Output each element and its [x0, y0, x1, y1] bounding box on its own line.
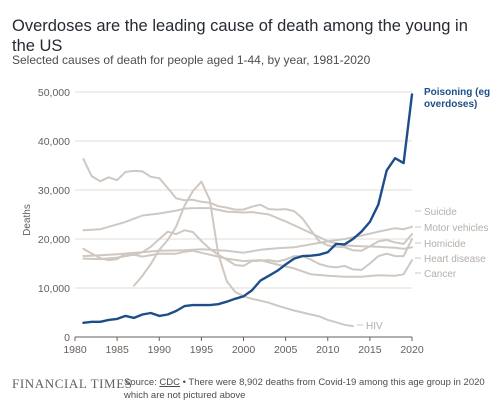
series-line-heart-disease	[82, 207, 413, 250]
series-lines	[82, 93, 414, 328]
gridlines	[75, 91, 412, 338]
source-footnote: • There were 8,902 deaths from Covid-19 …	[124, 377, 485, 401]
y-tick-label: 40,000	[38, 136, 70, 148]
x-tick-label: 2010	[316, 344, 340, 356]
y-axis: 0 10,000 20,000 30,000 40,000 50,000	[38, 87, 70, 344]
x-tick-label: 2020	[400, 344, 424, 356]
chart-subtitle: Selected causes of death for people aged…	[12, 53, 371, 67]
x-tick-label: 1985	[105, 344, 129, 356]
series-label: Suicide	[424, 207, 457, 218]
top-accent-bar	[0, 0, 500, 3]
series-label: Motor vehicles	[424, 223, 488, 234]
footer: FINANCIAL TIMES Source: CDC • There were…	[0, 366, 500, 412]
x-tick-label: 1980	[63, 344, 87, 356]
y-tick-label: 0	[64, 332, 70, 344]
x-tick-label: 2005	[274, 344, 298, 356]
x-tick-label: 2015	[358, 344, 382, 356]
x-axis: 1980 1985 1990 1995 2000 2005 2010 2015 2020	[63, 337, 424, 356]
y-tick-label: 30,000	[38, 185, 70, 197]
x-tick-label: 1995	[190, 344, 214, 356]
source-note: Source: CDC • There were 8,902 deaths fr…	[124, 376, 494, 402]
series-line-poisoning-eg-overdoses	[82, 93, 414, 324]
series-label: Homicide	[424, 239, 466, 250]
x-tick-label: 2000	[232, 344, 256, 356]
y-tick-label: 50,000	[38, 87, 70, 99]
chart-title: Overdoses are the leading cause of death…	[12, 17, 468, 55]
series-label: HIV	[366, 321, 383, 332]
source-link-cdc[interactable]: CDC	[159, 377, 180, 388]
series-line-motor-vehicles	[82, 158, 413, 252]
source-prefix: Source:	[124, 377, 160, 388]
line-chart: 0 10,000 20,000 30,000 40,000 50,000 1980 1985…	[22, 87, 490, 356]
series-label: overdoses)	[424, 99, 477, 110]
y-axis-title: Deaths	[22, 204, 33, 236]
series-line-suicide	[82, 225, 413, 258]
series-line-homicide	[82, 229, 413, 271]
x-tick-label: 1990	[148, 344, 172, 356]
y-tick-label: 10,000	[38, 283, 70, 295]
ft-logo-text: FINANCIAL TIMES	[12, 376, 133, 391]
series-label: Heart disease	[424, 254, 486, 265]
series-label: Poisoning (eg	[424, 87, 490, 98]
y-tick-label: 20,000	[38, 234, 70, 246]
series-label: Cancer	[424, 269, 457, 280]
series-line-cancer	[82, 249, 413, 278]
